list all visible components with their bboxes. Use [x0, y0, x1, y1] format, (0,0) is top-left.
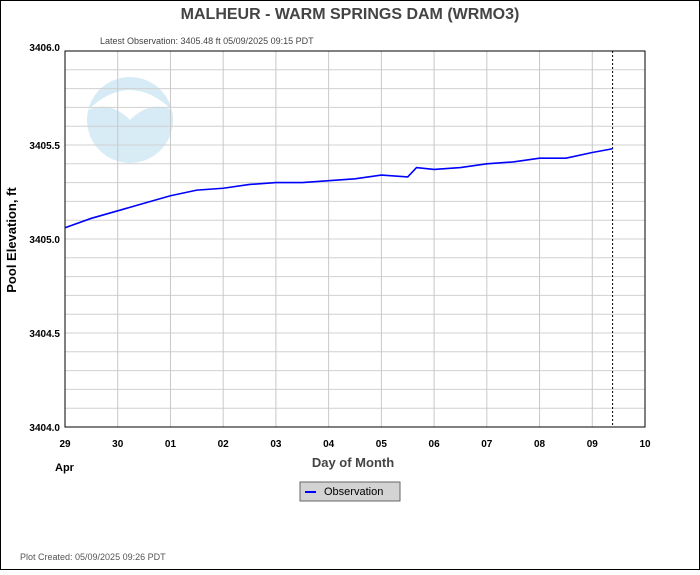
- plot-area-border: [64, 50, 646, 428]
- chart-title: MALHEUR - WARM SPRINGS DAM (WRMO3): [181, 6, 520, 23]
- x-tick-label: 07: [481, 439, 493, 450]
- x-tick-label: 30: [112, 439, 124, 450]
- y-tick-label: 3405.5: [29, 141, 60, 152]
- x-axis-label: Day of Month: [312, 455, 394, 470]
- x-tick-label: 01: [165, 439, 177, 450]
- legend-label: Observation: [324, 486, 383, 498]
- x-tick-label: 08: [534, 439, 546, 450]
- x-tick-label: 09: [587, 439, 599, 450]
- svg-text:NOAA: NOAA: [111, 92, 150, 107]
- noaa-logo: NOAA: [87, 77, 173, 163]
- y-axis-label: Pool Elevation, ft: [4, 187, 19, 293]
- x-tick-label: 04: [323, 439, 335, 450]
- x-month-label: Apr: [55, 462, 75, 474]
- y-tick-label: 3404.0: [29, 423, 60, 434]
- x-tick-label: 29: [59, 439, 71, 450]
- y-tick-label: 3405.0: [29, 235, 60, 246]
- x-tick-label: 06: [429, 439, 441, 450]
- chart-subtitle: Latest Observation: 3405.48 ft 05/09/202…: [100, 36, 314, 46]
- x-tick-label: 03: [270, 439, 282, 450]
- x-tick-label: 02: [218, 439, 230, 450]
- legend: Observation: [299, 481, 401, 502]
- y-tick-label: 3406.0: [29, 43, 60, 54]
- plot-created-footer: Plot Created: 05/09/2025 09:26 PDT: [20, 552, 166, 562]
- observation-line: [64, 147, 613, 229]
- x-tick-label: 05: [376, 439, 388, 450]
- y-tick-label: 3404.5: [29, 329, 60, 340]
- x-tick-label: 10: [639, 439, 651, 450]
